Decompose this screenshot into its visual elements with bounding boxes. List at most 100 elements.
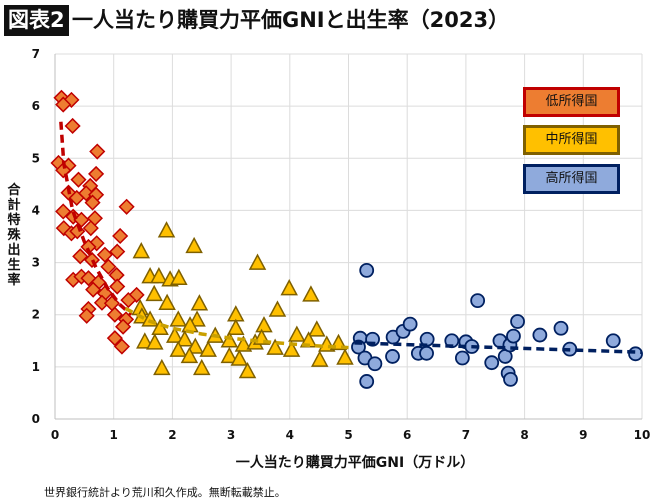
data-point-low-income <box>93 294 111 311</box>
data-point-high-income <box>484 355 500 371</box>
data-point-middle-income <box>230 349 249 366</box>
data-point-low-income <box>55 203 72 220</box>
data-point-high-income <box>470 293 486 309</box>
data-point-middle-income <box>280 279 298 296</box>
data-point-high-income <box>506 328 521 344</box>
data-point-low-income <box>118 198 135 215</box>
data-point-middle-income <box>157 221 176 238</box>
data-point-middle-income <box>255 316 273 333</box>
x-tick-label: 0 <box>51 428 59 442</box>
data-point-middle-income <box>238 361 257 379</box>
data-point-middle-income <box>165 326 184 343</box>
data-point-middle-income <box>336 348 354 365</box>
data-point-middle-income <box>170 268 188 285</box>
data-point-high-income <box>553 320 569 336</box>
data-point-low-income <box>109 278 126 295</box>
data-point-low-income <box>100 258 117 275</box>
trend-line-high <box>354 341 643 355</box>
data-point-high-income <box>402 316 418 332</box>
data-point-middle-income <box>248 253 267 270</box>
data-point-low-income <box>55 96 72 113</box>
x-tick-label: 1 <box>110 428 118 442</box>
data-point-middle-income <box>308 320 326 337</box>
data-point-low-income <box>115 318 132 335</box>
y-tick-label: 4 <box>32 203 40 217</box>
data-point-middle-income <box>192 358 211 376</box>
data-point-low-income <box>68 189 85 206</box>
y-tick-label: 2 <box>32 308 40 322</box>
y-axis-label: 合計特殊出生率 <box>7 183 21 288</box>
data-point-low-income <box>78 307 95 324</box>
y-tick-label: 3 <box>32 256 40 270</box>
x-tick-label: 8 <box>520 428 528 442</box>
x-tick-label: 2 <box>168 428 176 442</box>
x-tick-label: 4 <box>286 428 294 442</box>
data-point-low-income <box>106 306 123 323</box>
data-point-low-income <box>109 243 126 260</box>
data-point-middle-income <box>146 333 164 350</box>
data-point-low-income <box>83 251 101 269</box>
x-tick-label: 7 <box>462 428 470 442</box>
trend-line-middle <box>124 306 349 350</box>
trend-line-low <box>59 121 133 317</box>
data-point-middle-income <box>227 318 245 336</box>
x-tick-label: 10 <box>634 428 651 442</box>
data-point-low-income <box>64 117 81 135</box>
data-point-middle-income <box>302 285 320 302</box>
data-point-middle-income <box>158 293 176 310</box>
data-point-low-income <box>72 248 89 265</box>
data-point-high-income <box>605 333 621 349</box>
y-tick-label: 7 <box>32 47 40 61</box>
data-point-low-income <box>120 292 137 309</box>
data-point-high-income <box>510 314 525 329</box>
figure-badge: 図表2 <box>4 5 69 36</box>
data-point-high-income <box>359 374 375 389</box>
data-point-high-income <box>503 371 518 387</box>
data-point-middle-income <box>136 332 154 349</box>
data-point-low-income <box>106 330 123 347</box>
y-tick-label: 1 <box>32 360 40 374</box>
data-point-middle-income <box>310 350 329 367</box>
chart-title: 一人当たり購買力平価GNIと出生率（2023） <box>72 8 510 32</box>
data-point-low-income <box>89 143 106 160</box>
data-point-high-income <box>385 349 400 364</box>
data-point-middle-income <box>199 340 217 357</box>
data-point-middle-income <box>132 242 151 259</box>
data-point-middle-income <box>288 325 306 342</box>
data-point-high-income <box>628 346 643 362</box>
data-point-high-income <box>532 327 548 343</box>
data-point-low-income <box>55 162 72 179</box>
data-point-middle-income <box>220 346 239 364</box>
x-tick-label: 5 <box>344 428 352 442</box>
data-point-middle-income <box>169 340 188 357</box>
data-point-middle-income <box>186 337 205 354</box>
source-note: 世界銀行統計より荒川和久作成。無断転載禁止。 <box>44 486 286 499</box>
y-tick-label: 6 <box>32 99 40 113</box>
data-point-low-income <box>88 165 105 182</box>
data-point-middle-income <box>282 340 301 357</box>
data-point-middle-income <box>145 284 163 302</box>
data-point-low-income <box>112 227 129 245</box>
data-point-middle-income <box>169 310 188 327</box>
data-point-low-income <box>96 246 113 263</box>
x-tick-label: 3 <box>227 428 235 442</box>
data-point-middle-income <box>153 358 171 376</box>
data-point-high-income <box>367 356 383 372</box>
x-tick-label: 9 <box>579 428 587 442</box>
legend-middle-income: 中所得国 <box>523 125 620 155</box>
data-point-middle-income <box>220 331 239 348</box>
data-point-high-income <box>454 350 470 366</box>
data-point-middle-income <box>190 294 209 311</box>
data-point-middle-income <box>150 267 168 284</box>
legend-low-income: 低所得国 <box>523 87 620 117</box>
data-point-low-income <box>85 281 102 298</box>
data-point-middle-income <box>266 338 284 355</box>
x-tick-label: 6 <box>403 428 411 442</box>
data-point-middle-income <box>227 305 245 322</box>
data-point-high-income <box>359 262 375 278</box>
data-point-middle-income <box>175 330 194 347</box>
data-point-high-income <box>419 345 434 361</box>
data-point-low-income <box>70 171 87 188</box>
data-point-low-income <box>84 194 101 211</box>
